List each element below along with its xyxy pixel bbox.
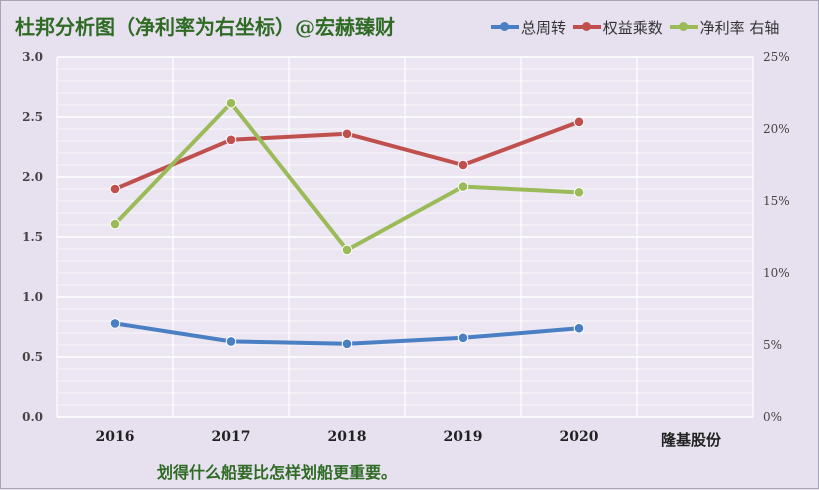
x-tick-label: 2016 — [96, 429, 135, 445]
series-point-0 — [225, 336, 237, 347]
x-tick-label: 2018 — [328, 429, 367, 445]
legend-item-turnover: 总周转 — [491, 17, 566, 38]
legend-item-net-margin: 净利率 右轴 — [669, 17, 780, 38]
y-left-tick-label: 1.5 — [22, 230, 43, 244]
y-left-tick-label: 0.0 — [22, 410, 43, 424]
x-tick-label: 2017 — [212, 429, 251, 445]
y-right-tick-label: 0% — [763, 410, 782, 424]
series-point-1 — [573, 116, 585, 128]
legend-label-equity-multiplier: 权益乘数 — [602, 18, 663, 37]
legend: 总周转 权益乘数 净利率 右轴 — [491, 15, 781, 38]
chart-title: 杜邦分析图（净利率为右坐标）@宏赫臻财 — [15, 15, 395, 39]
y-right-tick-label: 15% — [763, 194, 790, 208]
series-point-0 — [457, 332, 469, 344]
series-point-0 — [109, 318, 121, 329]
series-point-2 — [341, 244, 353, 256]
legend-label-turnover: 总周转 — [521, 18, 567, 37]
y-left-tick-label: 3.0 — [22, 50, 43, 64]
series-point-1 — [457, 159, 469, 171]
series-point-1 — [225, 134, 237, 146]
company-label: 隆基股份 — [661, 431, 722, 449]
series-point-2 — [457, 181, 469, 192]
series-point-1 — [341, 128, 353, 140]
y-right-tick-label: 5% — [763, 338, 782, 352]
y-left-tick-label: 1.0 — [22, 290, 43, 304]
y-right-tick-label: 10% — [763, 266, 790, 280]
series-point-2 — [573, 187, 585, 198]
series-point-0 — [573, 322, 585, 334]
y-left-tick-label: 0.5 — [22, 350, 43, 364]
series-point-0 — [341, 338, 353, 350]
legend-swatch-turnover — [491, 22, 519, 31]
y-right-tick-label: 25% — [763, 50, 790, 64]
caption: 划得什么船要比怎样划船更重要。 — [157, 463, 398, 482]
y-right-tick-label: 20% — [763, 122, 790, 136]
series-point-2 — [225, 97, 237, 109]
series-point-1 — [109, 183, 121, 195]
series-point-2 — [109, 218, 121, 230]
x-tick-label: 2019 — [444, 429, 483, 445]
x-tick-label: 2020 — [560, 429, 599, 445]
legend-swatch-equity-multiplier — [572, 22, 601, 31]
legend-swatch-net-margin — [669, 22, 698, 31]
y-left-tick-label: 2.0 — [22, 170, 43, 184]
legend-item-equity-multiplier: 权益乘数 — [572, 17, 663, 38]
legend-label-net-margin: 净利率 右轴 — [699, 18, 780, 37]
y-left-tick-label: 2.5 — [22, 110, 43, 124]
